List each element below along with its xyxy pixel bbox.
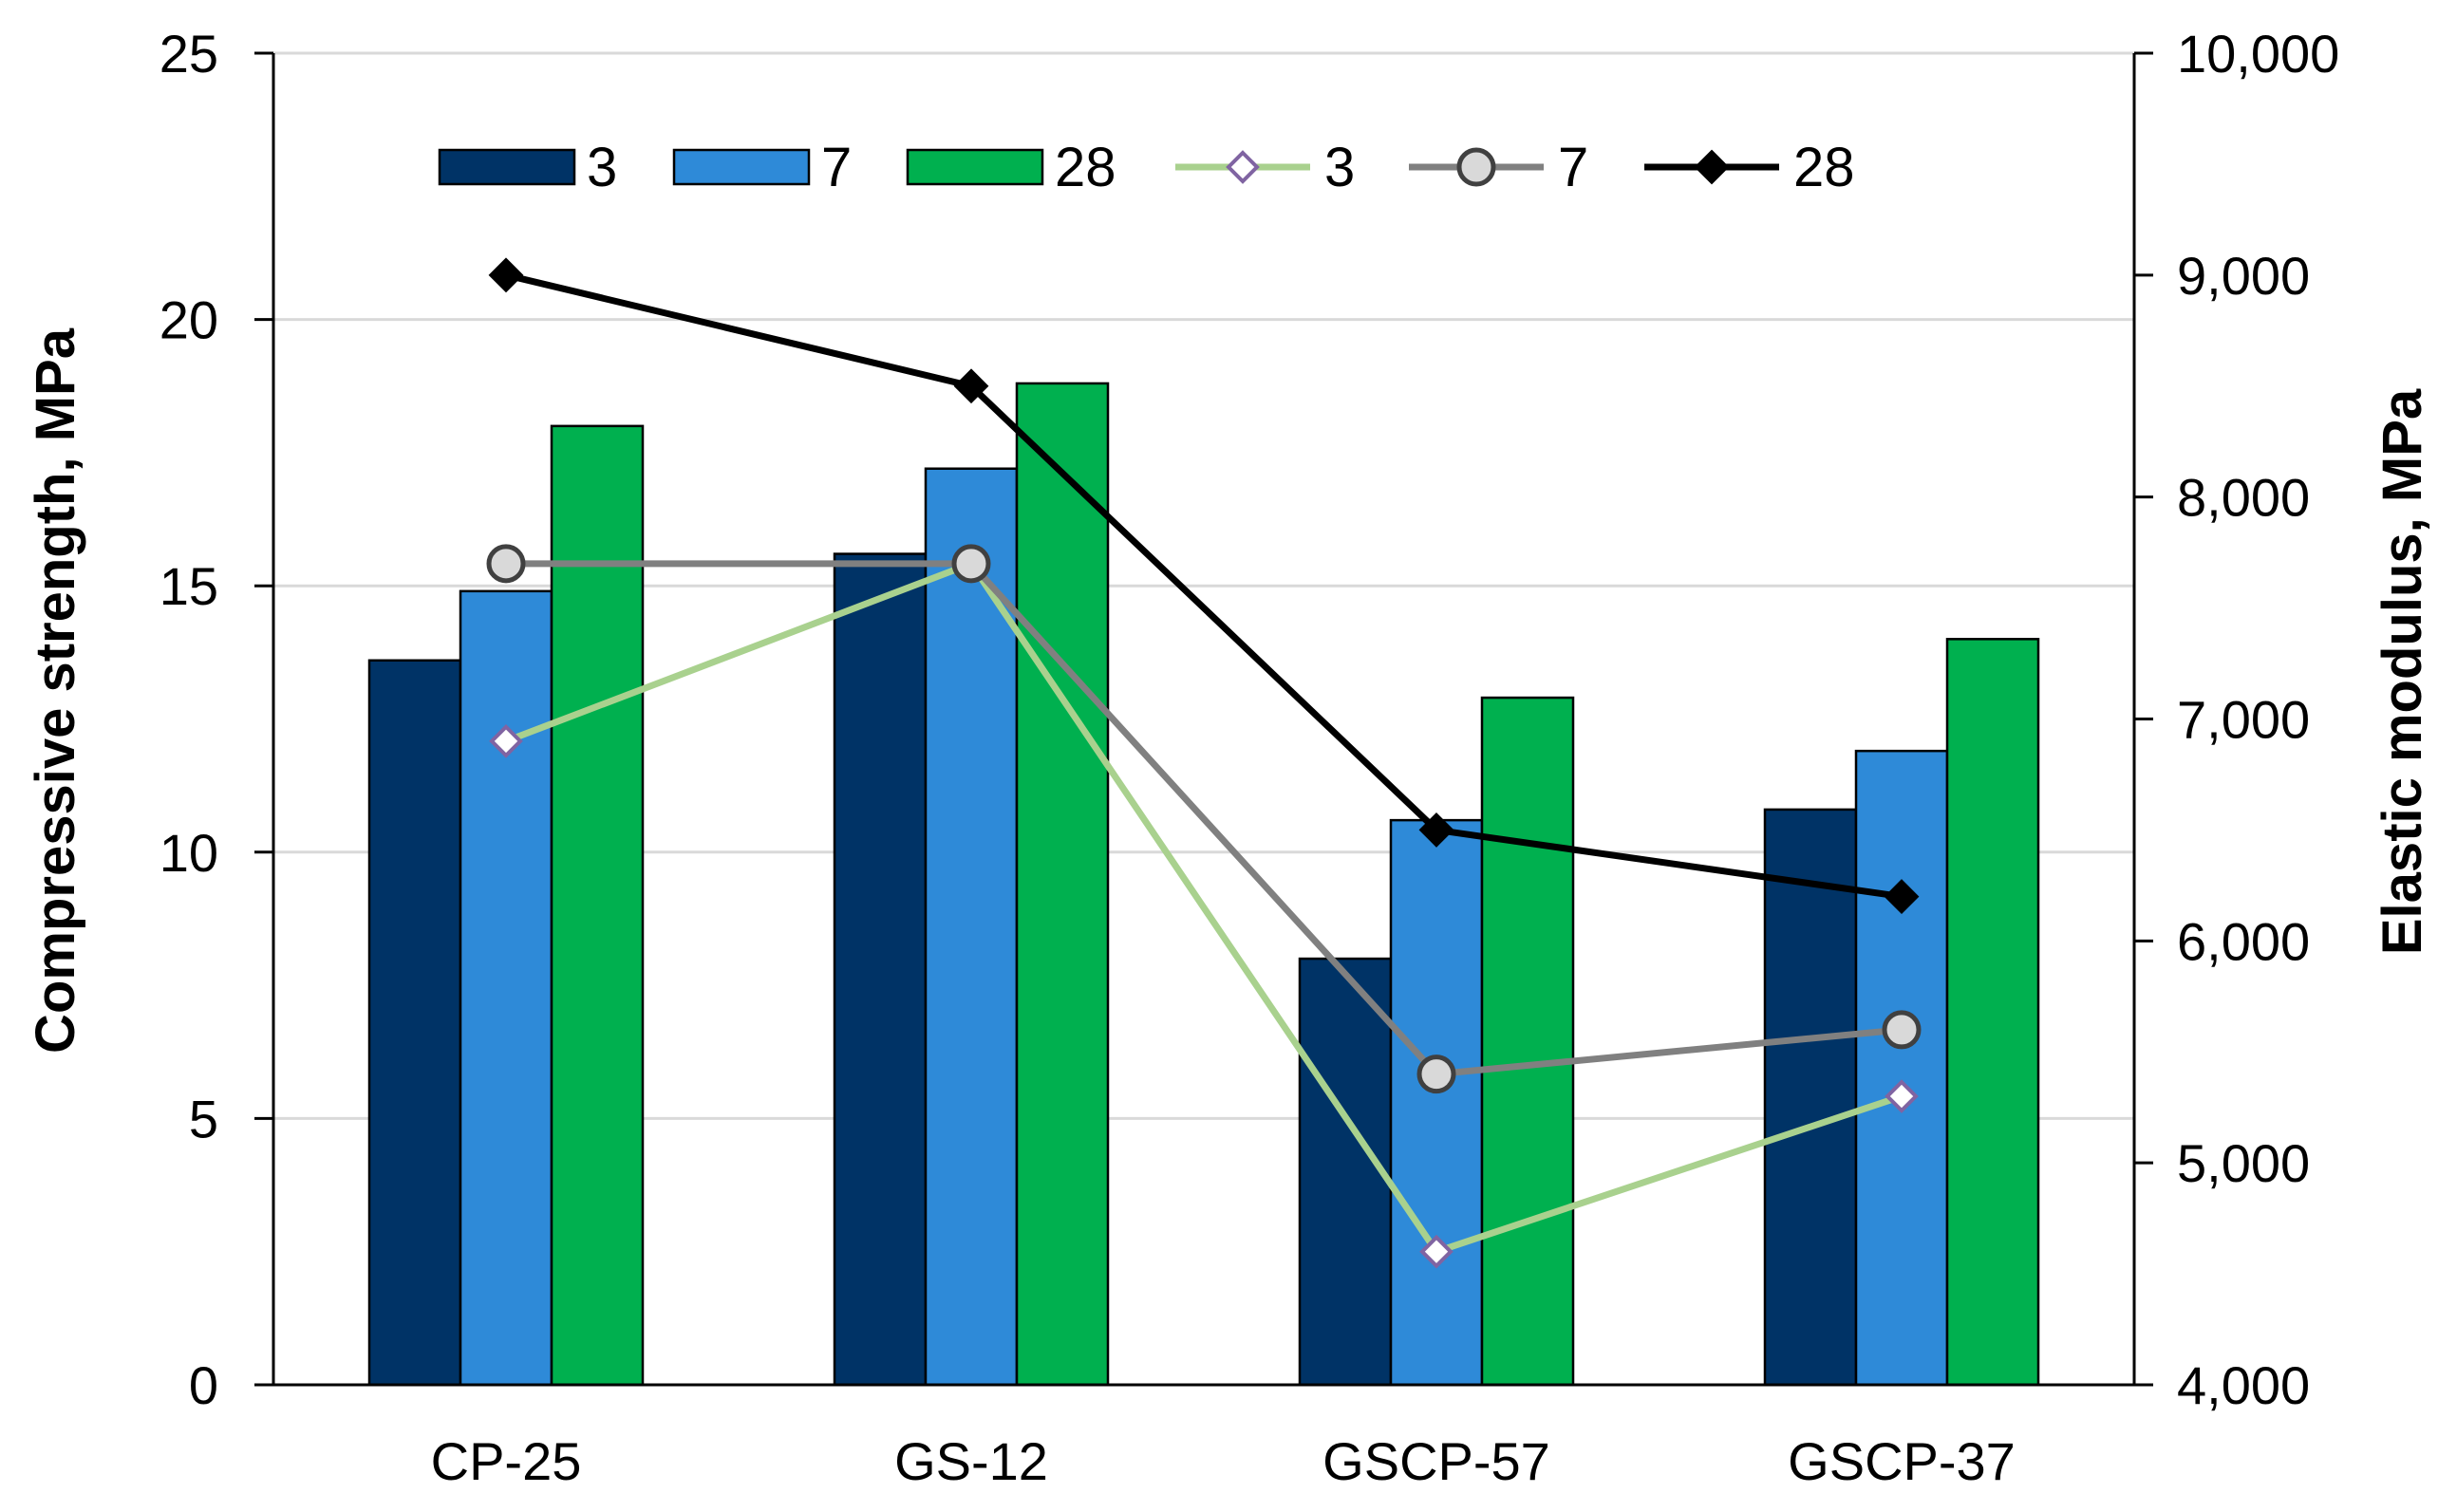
- x-tick-label: GS-12: [894, 1431, 1048, 1491]
- bar-28-CP-25: [550, 424, 645, 1387]
- line-7: [506, 560, 1903, 1078]
- bar-28-GSCP-37: [1945, 638, 2040, 1387]
- legend-label-line-3: 3: [1324, 137, 1355, 198]
- x-tick-label: GSCP-57: [1322, 1431, 1550, 1491]
- point-7-CP-25: [486, 544, 526, 584]
- right-axis-title: Elastic modulus, MPa: [2372, 388, 2433, 955]
- x-axis-ticks: CP-25 GS-12 GSCP-57 GSCP-37: [431, 1431, 2016, 1491]
- legend-label-bar-7: 7: [821, 137, 852, 198]
- legend-swatch-bar-28: [906, 148, 1044, 186]
- right-tick-label: 4,000: [2177, 1355, 2310, 1415]
- left-tick-label: 25: [159, 24, 218, 84]
- bar-7-GS-12: [924, 467, 1019, 1387]
- right-tick-label: 5,000: [2177, 1133, 2310, 1193]
- right-tick-label: 8,000: [2177, 468, 2310, 528]
- left-tick-label: 20: [159, 290, 218, 350]
- line-3: [504, 560, 1904, 1256]
- left-tick-label: 0: [189, 1355, 218, 1415]
- point-28-GS-12: [953, 368, 989, 404]
- right-tick-label: 7,000: [2177, 690, 2310, 750]
- point-7-GS-12: [951, 544, 991, 584]
- bar-3-CP-25: [367, 659, 462, 1387]
- bar-28-GS-12: [1015, 382, 1110, 1387]
- point-28-GSCP-37: [1884, 879, 1920, 914]
- legend-label-line-7: 7: [1558, 137, 1588, 198]
- legend-label-line-28: 28: [1793, 137, 1855, 198]
- right-tick-label: 9,000: [2177, 246, 2310, 306]
- point-7-GSCP-37: [1882, 1010, 1922, 1050]
- point-3-CP-25: [489, 724, 523, 758]
- legend-swatch-bar-3: [438, 148, 576, 186]
- bar-3-GS-12: [833, 552, 928, 1387]
- legend: 3 7 28 3 7 28: [438, 137, 1855, 198]
- bar-7-CP-25: [459, 589, 553, 1387]
- right-axis-ticks: 4,000 5,000 6,000 7,000 8,000 9,000 10,000: [2134, 24, 2339, 1415]
- point-7-GSCP-57: [1416, 1055, 1456, 1094]
- legend-swatch-bar-7: [672, 148, 811, 186]
- bar-28-GSCP-57: [1480, 696, 1575, 1387]
- right-tick-label: 6,000: [2177, 911, 2310, 971]
- legend-label-bar-3: 3: [587, 137, 617, 198]
- line-series: [486, 257, 1922, 1269]
- legend-marker-3: [1226, 150, 1260, 184]
- right-tick-label: 10,000: [2177, 24, 2339, 84]
- point-3-GSCP-37: [1885, 1079, 1919, 1113]
- line-28: [505, 271, 1903, 901]
- bar-3-GSCP-57: [1298, 957, 1393, 1387]
- legend-label-bar-28: 28: [1055, 137, 1116, 198]
- bar-3-GSCP-37: [1763, 808, 1858, 1387]
- left-axis-title: Compressive strength, MPa: [25, 327, 86, 1054]
- left-axis-ticks: 0 5 10 15 20 25: [159, 24, 273, 1415]
- point-28-CP-25: [488, 257, 524, 293]
- point-3-GSCP-57: [1419, 1234, 1454, 1269]
- x-tick-label: CP-25: [431, 1431, 582, 1491]
- legend-marker-7: [1456, 147, 1496, 187]
- bars: [367, 382, 2040, 1387]
- left-tick-label: 5: [189, 1089, 218, 1148]
- bar-7-GSCP-57: [1389, 818, 1484, 1387]
- bar-7-GSCP-37: [1854, 749, 1949, 1387]
- left-tick-label: 15: [159, 556, 218, 616]
- legend-marker-28: [1694, 149, 1730, 185]
- x-tick-label: GSCP-37: [1788, 1431, 2016, 1491]
- left-tick-label: 10: [159, 823, 218, 883]
- point-28-GSCP-57: [1418, 812, 1454, 848]
